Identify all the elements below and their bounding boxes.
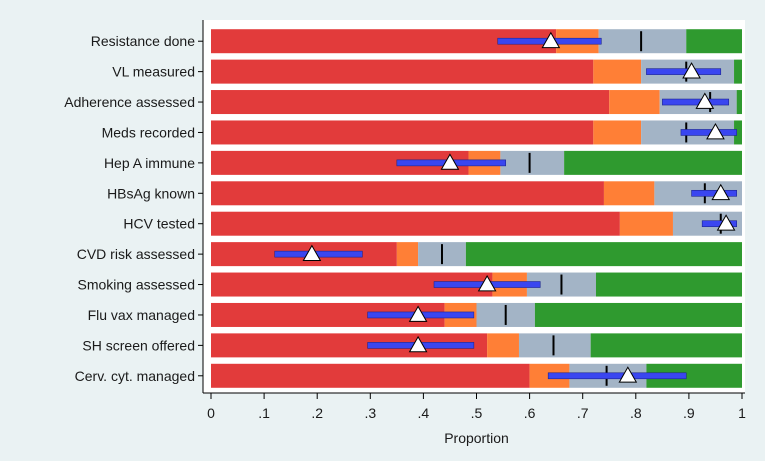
bar-red-11	[211, 363, 530, 388]
y-tick-label-8: Smoking assessed	[77, 277, 195, 293]
bar-red-6	[211, 211, 620, 236]
point-estimate-9	[408, 305, 428, 322]
bar-green-4	[564, 150, 742, 175]
point-estimate-5	[711, 183, 731, 201]
ci-bar-2	[662, 98, 730, 106]
x-tick-label-7: .7	[577, 405, 589, 421]
bar-orange-6	[619, 211, 673, 236]
x-tick-label-0: 0	[207, 405, 215, 421]
x-tick-label-9: .9	[683, 405, 695, 421]
x-tick-label-10: 1	[738, 405, 746, 421]
y-tick-label-5: HBsAg known	[107, 185, 195, 201]
point-estimate-1	[682, 62, 701, 79]
bar-grey-0	[598, 29, 687, 54]
y-tick-label-7: CVD risk assessed	[77, 246, 195, 262]
bar-green-7	[465, 242, 742, 267]
bar-green-3	[734, 120, 742, 145]
x-axis-title: Proportion	[444, 430, 509, 446]
bar-red-3	[211, 120, 594, 145]
point-estimate-3	[706, 122, 725, 140]
bar-green-1	[734, 59, 742, 84]
x-tick-label-1: .1	[258, 405, 270, 421]
bar-orange-7	[396, 242, 419, 267]
ci-bar-7	[274, 250, 363, 258]
bar-green-0	[686, 29, 742, 54]
point-estimate-8	[477, 275, 497, 292]
x-tick-label-8: .8	[630, 405, 642, 421]
y-tick-label-0: Resistance done	[91, 33, 196, 49]
y-tick-label-10: SH screen offered	[82, 337, 195, 353]
y-tick-label-9: Flu vax managed	[88, 307, 195, 323]
bar-green-10	[590, 333, 742, 358]
bar-grey-4	[500, 150, 565, 175]
bar-green-9	[534, 302, 742, 327]
bar-red-2	[211, 90, 610, 115]
x-tick-label-6: .6	[524, 405, 536, 421]
y-tick-label-4: Hep A immune	[104, 155, 195, 171]
point-estimate-0	[541, 31, 561, 49]
point-estimate-7	[302, 244, 322, 261]
x-tick-label-4: .4	[418, 405, 430, 421]
bar-grey-10	[518, 333, 591, 358]
ci-bar-3	[680, 129, 737, 136]
bar-green-2	[736, 90, 742, 115]
bar-orange-3	[593, 120, 642, 145]
bar-green-8	[595, 272, 742, 297]
bar-orange-5	[603, 181, 655, 206]
point-estimate-11	[618, 366, 638, 383]
point-estimate-6	[716, 214, 736, 231]
bar-orange-2	[609, 90, 660, 115]
x-tick-label-3: .3	[364, 405, 376, 421]
point-estimate-10	[408, 335, 428, 353]
point-estimate-4	[440, 153, 460, 170]
y-tick-label-3: Meds recorded	[102, 124, 195, 140]
x-tick-label-2: .2	[311, 405, 323, 421]
y-tick-label-2: Adherence assessed	[64, 94, 195, 110]
bar-red-1	[211, 59, 594, 84]
point-estimate-2	[695, 92, 715, 109]
x-tick-label-5: .5	[471, 405, 483, 421]
y-axis: Resistance done VL measured Adherence asse…	[64, 20, 204, 393]
bar-orange-10	[487, 333, 519, 358]
ci-bar-5	[691, 189, 737, 197]
bar-red-5	[211, 181, 604, 206]
ci-bar-11	[547, 372, 687, 380]
bar-orange-1	[593, 59, 642, 84]
ci-bar-1	[646, 68, 722, 75]
y-tick-label-6: HCV tested	[123, 216, 195, 232]
x-axis: 0 .1 .2 .3 .4 .5 .6 .7 .8 .9 1	[203, 392, 746, 421]
y-tick-label-1: VL measured	[112, 64, 195, 80]
estimate-layer	[274, 31, 737, 386]
y-tick-label-11: Cerv. cyt. managed	[75, 368, 195, 384]
